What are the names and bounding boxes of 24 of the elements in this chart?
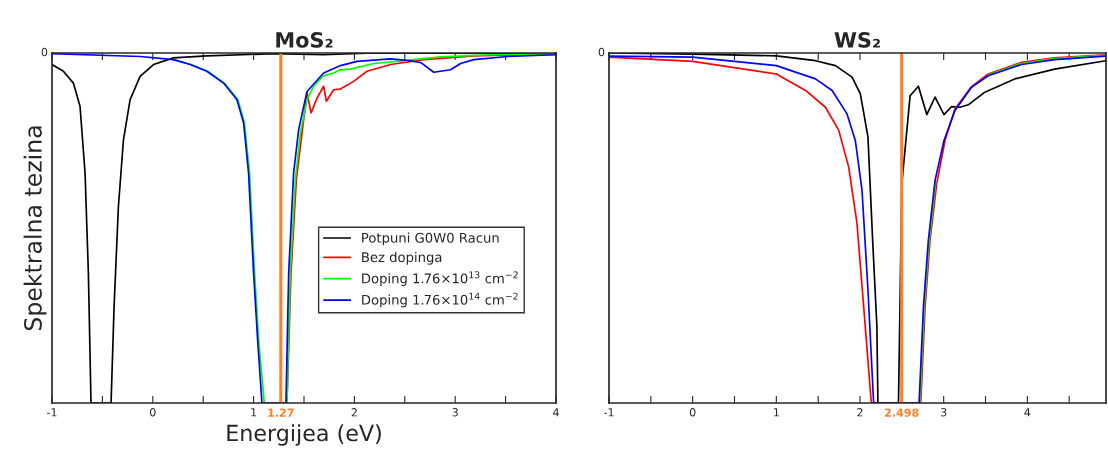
text: 0 [41, 47, 48, 57]
x-tick-label: 1 [774, 408, 779, 417]
x-tick-label: 0 [150, 408, 156, 417]
legend-label: Bez dopinga [362, 251, 442, 265]
x-tick-label: 1 [251, 408, 257, 417]
chart-title: MoS₂ [276, 31, 333, 48]
chart-title: WS₂ [834, 31, 880, 48]
y-axis-title: Spektralna tezina [23, 126, 47, 331]
x-axis-title: Energijea (eV) [227, 424, 381, 446]
text: 0 [598, 47, 605, 57]
x-tick-label: 2 [857, 408, 863, 417]
legend-label: Doping 1.76×10$^{14}$ cm$^{−2}$ [362, 292, 518, 308]
legend-label: Doping 1.76×10$^{13}$ cm$^{−2}$ [362, 271, 518, 286]
x-tick-label: 4 [1024, 408, 1031, 417]
x-tick-label: 0 [689, 408, 696, 417]
x-tick-label: -1 [604, 408, 614, 417]
x-tick-label: 2 [351, 408, 357, 417]
x-tick-label: 3 [940, 408, 947, 417]
legend-label: Potpuni G0W0 Racun [362, 232, 499, 246]
ref-line-label: 2.498 [884, 408, 919, 417]
x-tick-label: 3 [452, 408, 458, 417]
x-tick-label: -1 [47, 408, 57, 417]
x-tick-label: 4 [553, 408, 559, 417]
ref-line-label: 1.27 [268, 408, 294, 417]
